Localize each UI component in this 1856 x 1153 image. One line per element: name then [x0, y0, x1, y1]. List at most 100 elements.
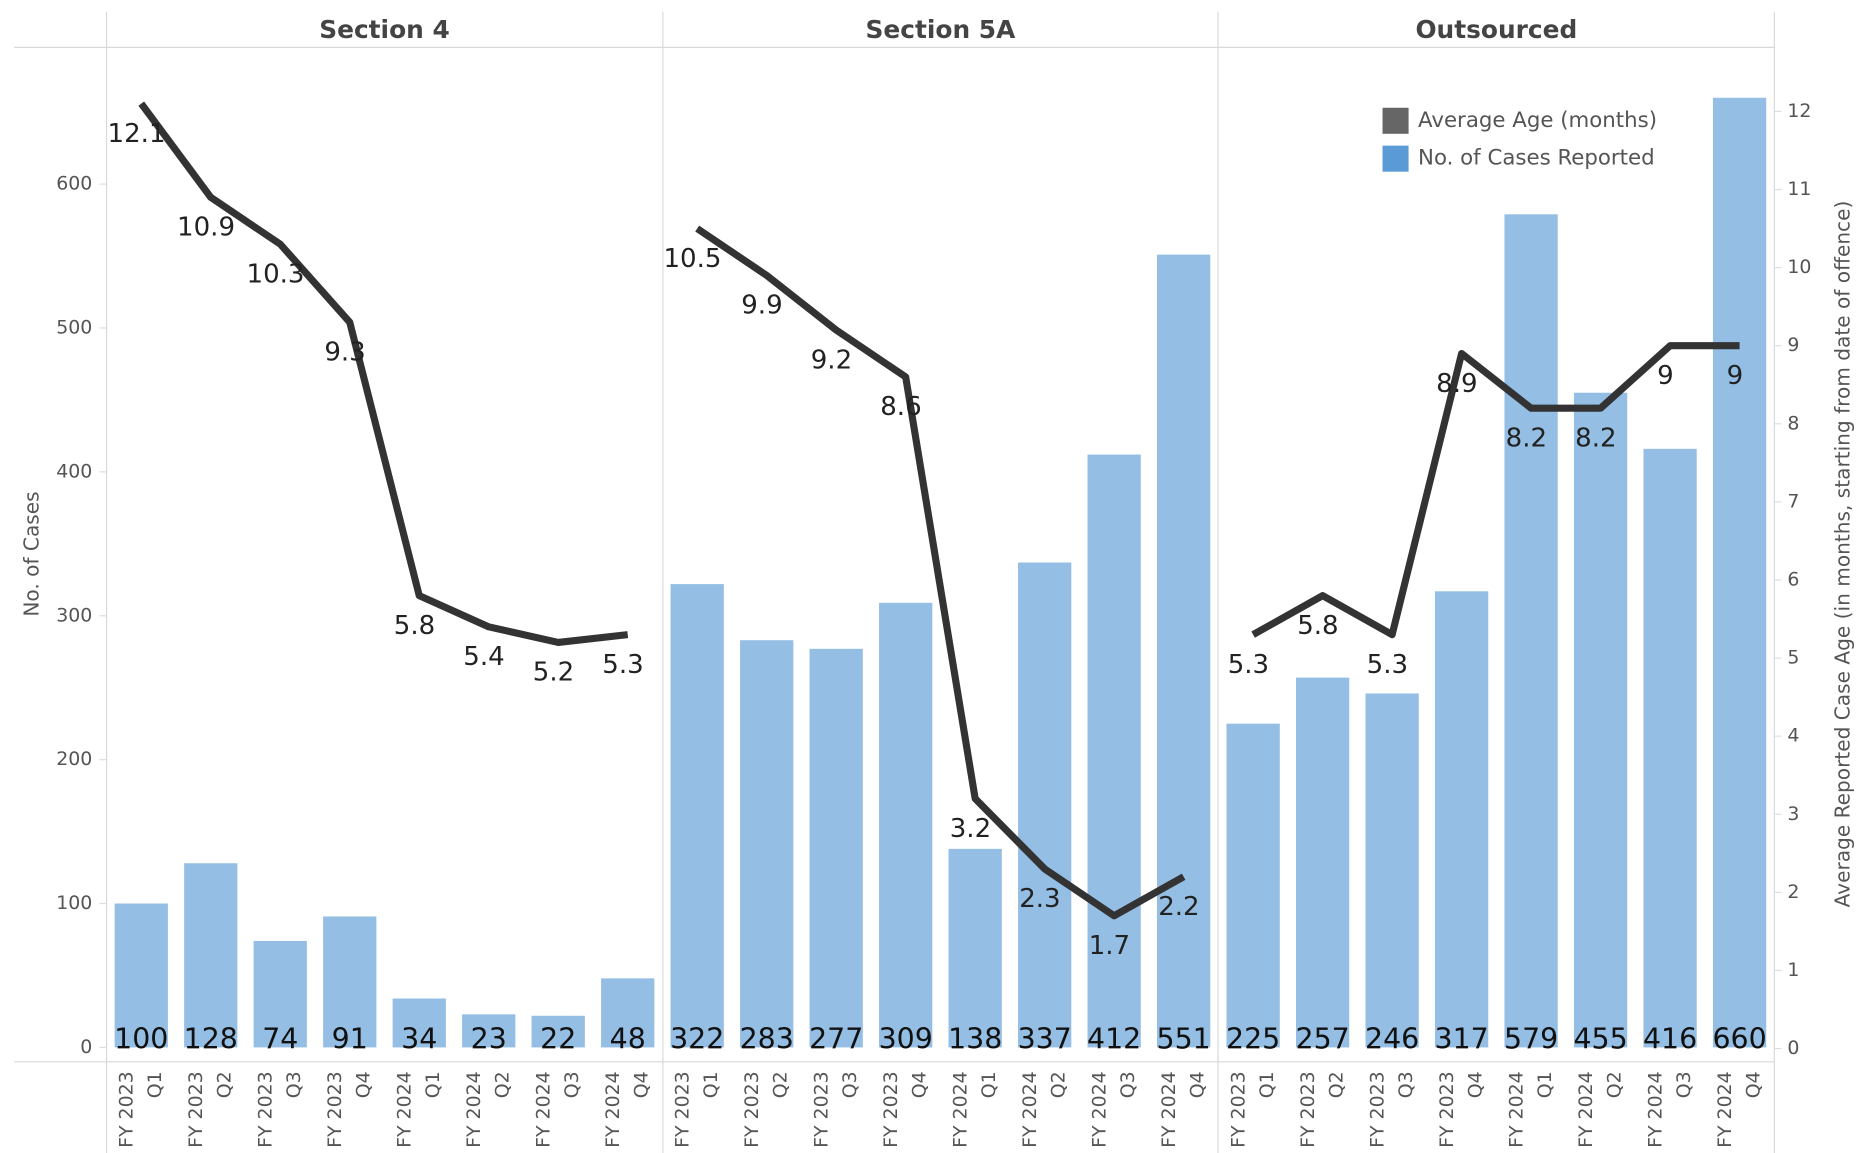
panel-title: Section 5A — [866, 15, 1017, 44]
legend-swatch — [1382, 107, 1409, 134]
x-tick-label: FY 2024 — [1505, 1071, 1527, 1148]
bar-value-label: 246 — [1365, 1023, 1419, 1056]
x-tick-label: FY 2024 — [1714, 1071, 1736, 1148]
line-value-label: 5.4 — [463, 642, 504, 672]
y2-tick-label: 2 — [1787, 881, 1799, 903]
x-tick-label: Q3 — [1117, 1071, 1139, 1098]
bar-value-label: 579 — [1504, 1023, 1558, 1056]
line-value-label: 2.2 — [1158, 892, 1199, 922]
x-tick-label: Q1 — [422, 1071, 444, 1098]
bar-value-label: 34 — [401, 1023, 437, 1056]
y2-tick-label: 10 — [1787, 256, 1811, 278]
bar — [1643, 448, 1697, 1048]
x-tick-label: Q3 — [283, 1071, 305, 1098]
x-tick-label: Q3 — [1395, 1071, 1417, 1098]
line-value-label: 5.3 — [1228, 650, 1269, 680]
x-tick-label: Q2 — [491, 1071, 513, 1098]
line-value-label: 5.3 — [602, 650, 643, 680]
bar-value-label: 283 — [740, 1023, 794, 1056]
x-tick-label: Q2 — [1047, 1071, 1069, 1098]
bar — [740, 640, 794, 1048]
bar — [1434, 591, 1489, 1048]
line — [1251, 342, 1740, 639]
line-value-label: 10.9 — [177, 213, 235, 243]
line-value-label: 1.7 — [1089, 931, 1130, 961]
x-tick-label: Q4 — [352, 1071, 374, 1098]
bar-value-label: 322 — [670, 1023, 724, 1056]
bar — [1018, 562, 1072, 1048]
bar-value-label: 257 — [1296, 1023, 1350, 1056]
line-value-label: 8.2 — [1575, 423, 1616, 453]
bar-value-label: 337 — [1018, 1023, 1072, 1056]
line-value-label: 9 — [1657, 361, 1674, 391]
y-tick-label: 500 — [56, 316, 92, 338]
bar-value-label: 455 — [1573, 1023, 1627, 1056]
y-tick-label: 100 — [56, 892, 92, 914]
x-tick-label: Q2 — [213, 1071, 235, 1098]
bar — [1157, 254, 1211, 1048]
bar-value-label: 317 — [1435, 1023, 1489, 1056]
x-tick-label: FY 2023 — [880, 1071, 902, 1148]
y-tick-label: 400 — [56, 460, 92, 482]
x-tick-label: Q1 — [1534, 1071, 1556, 1098]
bar — [670, 584, 724, 1048]
legend-label: Average Age (months) — [1418, 108, 1657, 133]
panel-title: Outsourced — [1415, 15, 1577, 44]
y-tick-label: 0 — [80, 1036, 92, 1058]
x-tick-label: Q2 — [1325, 1071, 1347, 1098]
y2-tick-label: 7 — [1787, 490, 1799, 512]
bar — [462, 1014, 516, 1048]
line — [695, 225, 1186, 920]
line-value-label: 9 — [1727, 361, 1744, 391]
y-tick-label: 200 — [56, 748, 92, 770]
x-tick-label: FY 2023 — [810, 1071, 832, 1148]
bar-value-label: 225 — [1226, 1023, 1280, 1056]
legend-swatch — [1382, 145, 1409, 172]
line-value-label: 9.2 — [811, 345, 852, 375]
x-tick-label: FY 2023 — [1297, 1071, 1319, 1148]
bar — [114, 903, 168, 1048]
x-tick-label: FY 2024 — [1019, 1071, 1041, 1148]
y-tick-label: 600 — [56, 173, 92, 195]
x-tick-label: FY 2024 — [394, 1071, 416, 1148]
bar-value-label: 48 — [610, 1023, 646, 1056]
x-tick-label: Q3 — [1673, 1071, 1695, 1098]
x-tick-label: Q3 — [561, 1071, 583, 1098]
y-axis-title: No. of Cases — [20, 491, 44, 616]
y2-tick-label: 11 — [1787, 178, 1811, 200]
x-tick-label: Q4 — [908, 1071, 930, 1098]
x-tick-label: Q4 — [1742, 1071, 1764, 1098]
line-value-label: 5.2 — [533, 658, 574, 688]
bar — [531, 1015, 585, 1048]
y2-tick-label: 1 — [1787, 959, 1799, 981]
line-value-label: 8.6 — [880, 392, 921, 422]
x-tick-label: FY 2024 — [1158, 1071, 1180, 1148]
bar-value-label: 91 — [332, 1023, 368, 1056]
bar-value-label: 412 — [1087, 1023, 1141, 1056]
bar-value-label: 100 — [114, 1023, 168, 1056]
bar — [1365, 693, 1419, 1048]
bar — [1573, 392, 1628, 1048]
y2-tick-label: 5 — [1787, 647, 1799, 669]
y2-tick-label: 12 — [1787, 100, 1811, 122]
bar — [1712, 97, 1767, 1048]
line-value-label: 3.2 — [950, 814, 991, 844]
y2-tick-label: 8 — [1787, 412, 1799, 434]
bar — [184, 863, 238, 1048]
bar-value-label: 23 — [471, 1023, 507, 1056]
line-value-label: 2.3 — [1019, 884, 1060, 914]
y2-tick-label: 4 — [1787, 725, 1799, 747]
bar — [323, 916, 377, 1048]
bar-value-label: 22 — [540, 1023, 576, 1056]
x-tick-label: Q1 — [1256, 1071, 1278, 1098]
x-tick-label: Q4 — [630, 1071, 652, 1098]
y-tick-label: 300 — [56, 604, 92, 626]
y2-axis-title: Average Reported Case Age (in months, st… — [1831, 201, 1855, 908]
line-value-label: 9.9 — [741, 291, 782, 321]
x-tick-label: FY 2024 — [533, 1071, 555, 1148]
line-value-label: 12.1 — [108, 119, 166, 149]
x-tick-label: FY 2024 — [1088, 1071, 1110, 1148]
line-value-label: 9.3 — [324, 338, 365, 368]
bar — [1504, 214, 1558, 1048]
